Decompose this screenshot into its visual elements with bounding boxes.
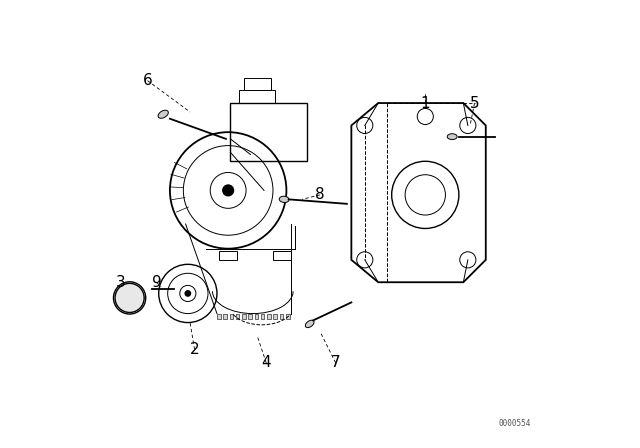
Bar <box>280 314 284 319</box>
Text: 1: 1 <box>420 95 430 111</box>
Circle shape <box>223 185 234 196</box>
Bar <box>230 314 233 319</box>
Text: 2: 2 <box>189 342 200 357</box>
Text: 4: 4 <box>261 355 271 370</box>
Bar <box>286 314 289 319</box>
Bar <box>219 251 237 260</box>
Ellipse shape <box>447 134 457 140</box>
Bar <box>244 78 271 90</box>
Text: 8: 8 <box>315 187 325 202</box>
Bar <box>255 314 258 319</box>
Bar <box>223 314 227 319</box>
Bar <box>242 314 246 319</box>
Bar <box>273 314 277 319</box>
Text: 9: 9 <box>152 275 161 290</box>
Text: 6: 6 <box>143 73 152 88</box>
Circle shape <box>185 291 191 296</box>
Bar <box>248 314 252 319</box>
Bar <box>217 314 221 319</box>
Bar <box>273 251 291 260</box>
Bar <box>236 314 239 319</box>
Text: 0000554: 0000554 <box>499 419 531 428</box>
Text: 7: 7 <box>331 355 340 370</box>
Ellipse shape <box>305 320 314 327</box>
Text: 3: 3 <box>116 275 125 290</box>
Ellipse shape <box>158 110 168 118</box>
Bar <box>239 90 275 103</box>
Bar <box>267 314 271 319</box>
Text: 5: 5 <box>470 95 479 111</box>
Ellipse shape <box>279 196 289 202</box>
Bar <box>261 314 264 319</box>
Bar <box>230 103 307 161</box>
Ellipse shape <box>115 284 144 313</box>
